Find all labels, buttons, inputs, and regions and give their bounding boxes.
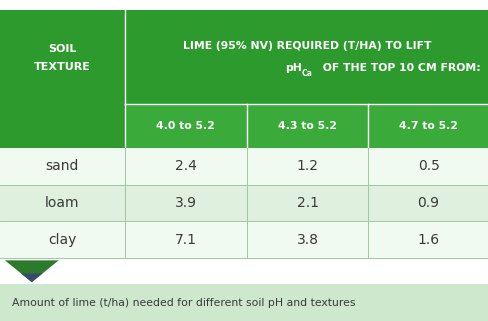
- Bar: [0, 284, 488, 321]
- Text: clay: clay: [48, 233, 77, 247]
- Text: 3.9: 3.9: [175, 196, 196, 210]
- Text: TEXTURE: TEXTURE: [34, 62, 91, 72]
- Text: Amount of lime (t/ha) needed for different soil pH and textures: Amount of lime (t/ha) needed for differe…: [12, 298, 355, 308]
- Text: 2.1: 2.1: [296, 196, 318, 210]
- Bar: [0, 185, 488, 221]
- Text: SOIL: SOIL: [48, 44, 77, 54]
- Text: 4.0 to 5.2: 4.0 to 5.2: [156, 121, 215, 131]
- Text: 1.2: 1.2: [296, 159, 318, 173]
- Text: OF THE TOP 10 CM FROM:: OF THE TOP 10 CM FROM:: [318, 63, 480, 73]
- Text: 4.3 to 5.2: 4.3 to 5.2: [278, 121, 336, 131]
- Text: 7.1: 7.1: [175, 233, 196, 247]
- Text: 1.6: 1.6: [417, 233, 439, 247]
- Polygon shape: [21, 273, 42, 282]
- Text: 0.9: 0.9: [417, 196, 439, 210]
- Bar: [124, 104, 488, 148]
- Text: 4.7 to 5.2: 4.7 to 5.2: [398, 121, 457, 131]
- Bar: [0, 104, 124, 148]
- Polygon shape: [5, 260, 59, 282]
- Text: LIME (95% NV) REQUIRED (T/HA) TO LIFT: LIME (95% NV) REQUIRED (T/HA) TO LIFT: [182, 41, 430, 51]
- Bar: [0, 10, 488, 104]
- Text: pH: pH: [285, 63, 301, 73]
- Bar: [0, 148, 488, 185]
- Text: Ca: Ca: [301, 69, 312, 79]
- Text: 3.8: 3.8: [296, 233, 318, 247]
- Bar: [0, 221, 488, 258]
- Text: 2.4: 2.4: [175, 159, 196, 173]
- Text: 0.5: 0.5: [417, 159, 439, 173]
- Text: sand: sand: [45, 159, 79, 173]
- Text: loam: loam: [45, 196, 80, 210]
